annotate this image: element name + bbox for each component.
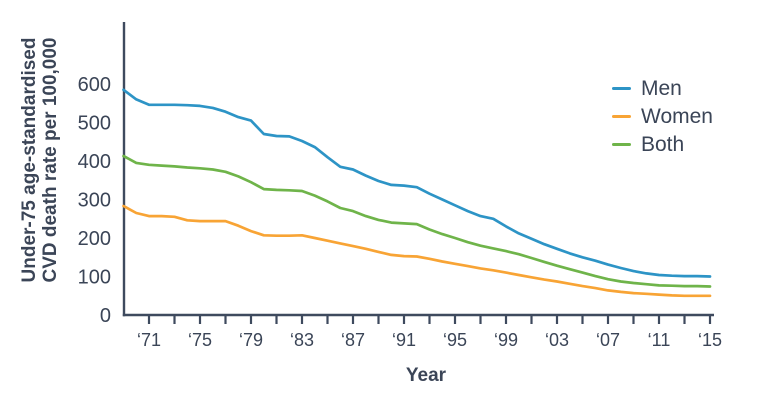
women-series-label: Women	[641, 104, 713, 128]
x-tick-label-2003: ‘03	[545, 330, 569, 350]
men-series-label: Men	[641, 76, 682, 100]
men-series-swatch	[612, 86, 631, 90]
women-series-swatch	[612, 114, 631, 118]
x-tick-label-1999: ‘99	[494, 330, 518, 350]
y-axis-title-line-1: Under-75 age-standardised	[19, 37, 40, 283]
chart-legend: Men Women Both	[612, 77, 713, 155]
y-tick-label-400: 400	[78, 151, 111, 173]
women-series-line	[122, 204, 712, 298]
x-tick-label-1995: ‘95	[443, 330, 467, 350]
men-series-line	[122, 88, 712, 278]
x-tick-label-2015: ‘15	[698, 330, 722, 350]
both-series-swatch	[612, 142, 631, 146]
x-tick-label-1983: ‘83	[290, 330, 314, 350]
x-axis-title: Year	[405, 365, 447, 386]
y-tick-label-500: 500	[78, 113, 111, 135]
y-axis-title: Under-75 age-standardised CVD death rate…	[19, 37, 61, 282]
legend-item-women: Women	[612, 105, 713, 127]
legend-item-men: Men	[612, 77, 713, 99]
both-series-line	[122, 154, 712, 288]
x-tick-label-1975: ‘75	[188, 330, 212, 350]
both-series-label: Both	[641, 132, 685, 156]
x-tick-label-1987: ‘87	[341, 330, 365, 350]
x-tick-label-1991: ‘91	[392, 330, 416, 350]
x-tick-label-1971: ‘71	[137, 330, 161, 350]
y-tick-label-200: 200	[78, 228, 111, 250]
x-tick-label-1979: ‘79	[239, 330, 263, 350]
x-tick-label-2011: ‘11	[648, 330, 671, 350]
y-axis-title-line-2: CVD death rate per 100,000	[40, 37, 61, 283]
y-tick-label-0: 0	[100, 305, 111, 327]
legend-item-both: Both	[612, 133, 713, 155]
y-tick-label-300: 300	[78, 190, 111, 212]
x-tick-label-2007: ‘07	[596, 330, 620, 350]
y-tick-label-100: 100	[78, 267, 111, 289]
y-tick-label-600: 600	[78, 74, 111, 96]
